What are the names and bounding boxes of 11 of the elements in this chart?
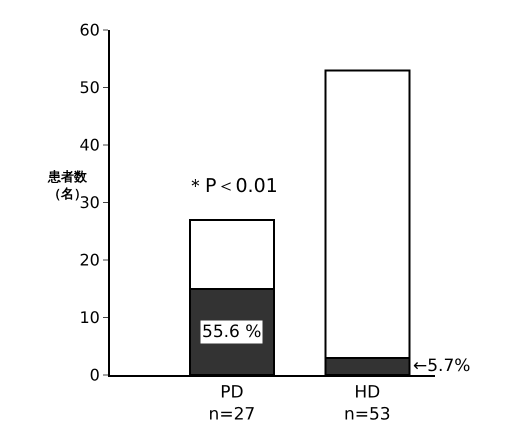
y-tick-label: 20 — [79, 250, 100, 270]
annotation: ＊P＜0.01 — [186, 175, 278, 197]
y-tick-label: 60 — [79, 20, 100, 40]
annotation: ←5.7% — [413, 356, 470, 376]
x-tick-label: HD n=53 — [344, 382, 391, 424]
x-tick-label: PD n=27 — [208, 382, 256, 424]
y-tick-label: 0 — [90, 366, 100, 385]
y-tick-label: 50 — [79, 78, 100, 98]
annotation: 55.6 % — [202, 322, 262, 342]
y-tick-label: 10 — [79, 308, 100, 328]
y-tick-label: 40 — [79, 136, 100, 155]
